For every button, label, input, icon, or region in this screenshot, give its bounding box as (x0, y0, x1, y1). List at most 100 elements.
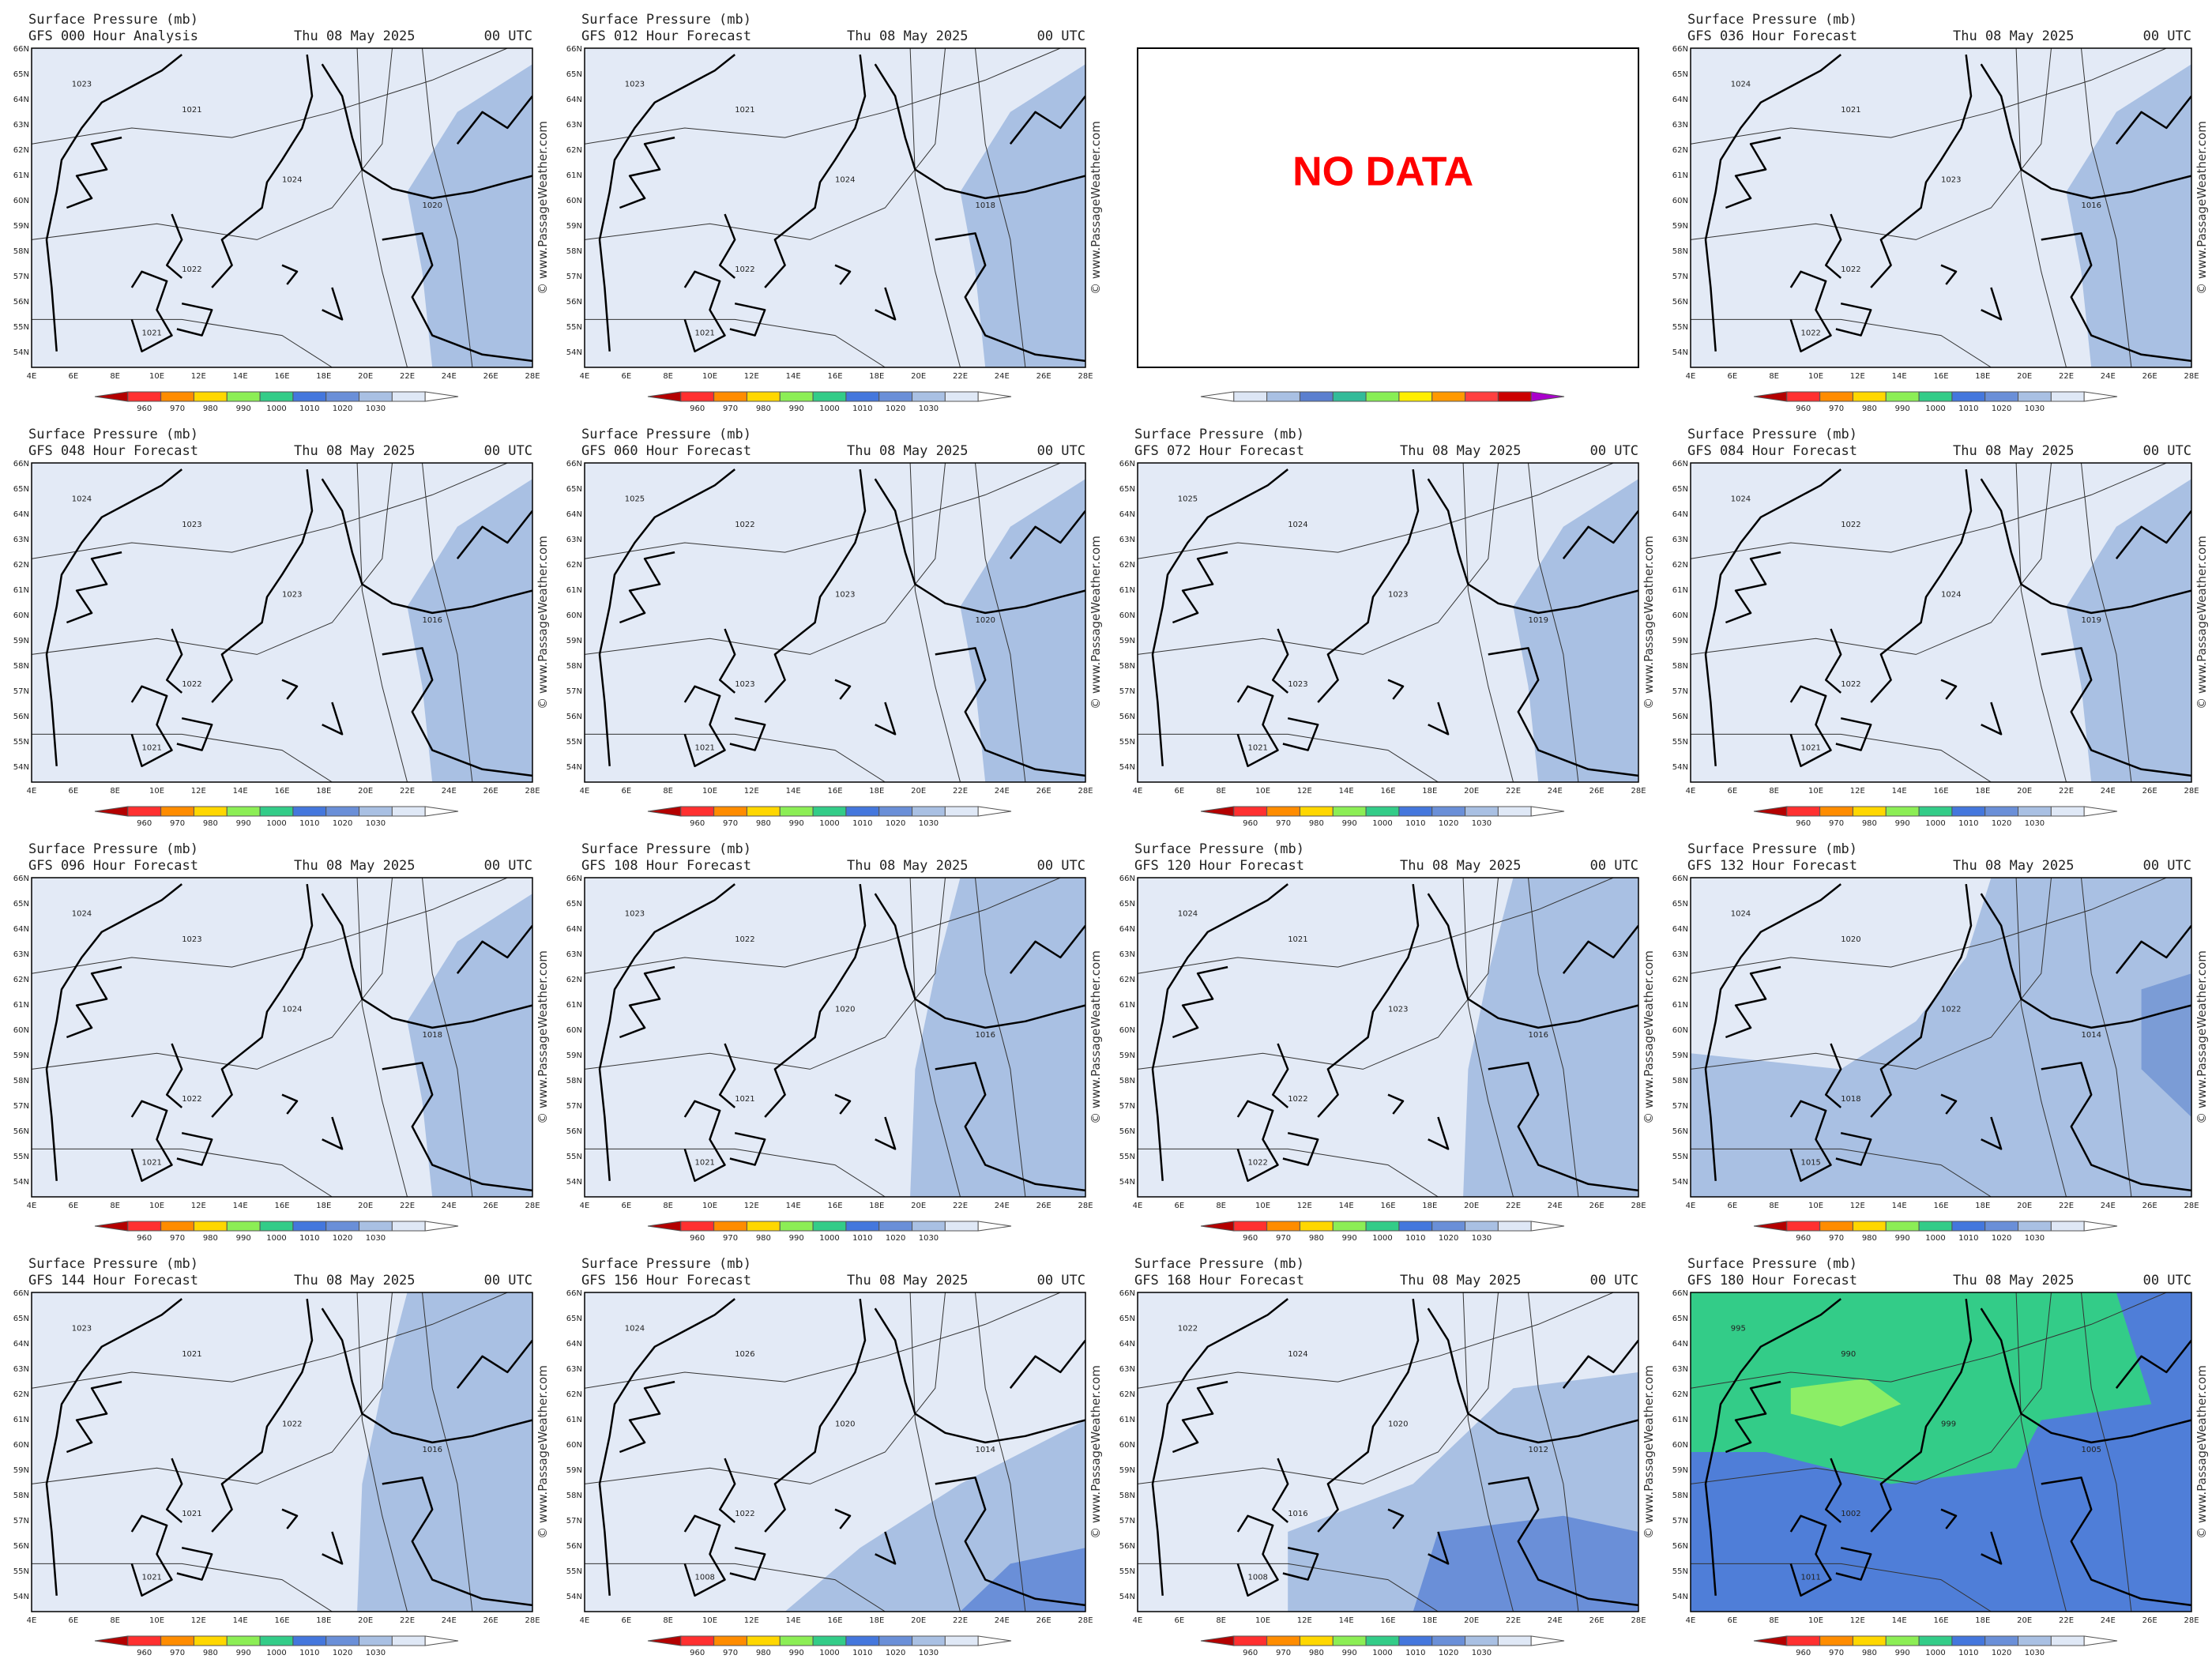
coastline (598, 883, 735, 1181)
panel-time: 00 UTC (2143, 858, 2191, 874)
lat-label: 57N (13, 273, 29, 281)
coastline (1317, 1298, 1420, 1533)
coastline (1317, 468, 1420, 703)
lon-label: 22E (2059, 1616, 2074, 1625)
colorbar-label: 990 (236, 1234, 251, 1243)
lat-label: 59N (1672, 1051, 1688, 1060)
isobar-label: 1020 (1388, 1420, 1408, 1429)
lat-label: 61N (13, 171, 29, 180)
colorbar-label: 1000 (1372, 1234, 1392, 1243)
lat-label: 56N (1672, 298, 1688, 307)
map-layer (1691, 463, 2191, 782)
map-panel: Surface Pressure (mb)GFS 144 Hour Foreca… (13, 1256, 550, 1657)
lat-label: 63N (1672, 1365, 1688, 1374)
isobar-label: 1021 (694, 1159, 714, 1168)
lon-label: 6E (621, 1202, 631, 1210)
panel-time: 00 UTC (1037, 28, 1085, 44)
coastline (834, 264, 852, 285)
colorbar-segment (1465, 1221, 1499, 1232)
isobar (1691, 1563, 1992, 1612)
lon-label: 12E (191, 372, 206, 381)
coastline (764, 54, 867, 288)
isobar-label: 1023 (182, 935, 201, 944)
lon-label: 22E (2059, 787, 2074, 796)
colorbar-segment (713, 1221, 747, 1232)
lon-label: 26E (2142, 1616, 2157, 1625)
colorbar-segment (2083, 806, 2118, 817)
coastline (1824, 213, 1842, 279)
coastline (1151, 1298, 1288, 1596)
coastline (598, 468, 735, 766)
lon-label: 6E (621, 1616, 631, 1625)
isobar-label: 1023 (1388, 591, 1408, 600)
colorbar-segment (1918, 1635, 1953, 1646)
colorbar-segment (944, 806, 979, 817)
coastline (66, 551, 122, 624)
lat-label: 64N (1672, 1340, 1688, 1349)
colorbar-segment (1786, 806, 1821, 817)
isobar-label: 990 (1841, 1350, 1856, 1359)
isobar-label: 1022 (1941, 1006, 1961, 1014)
isobar (356, 48, 408, 367)
isobar-label: 1014 (976, 1446, 995, 1454)
lat-label: 60N (566, 1026, 582, 1035)
watermark: © www.PassageWeather.com (1642, 950, 1656, 1124)
isobar (585, 463, 946, 655)
panel-title: Surface Pressure (mb) (581, 841, 751, 857)
colorbar-label: 1000 (1925, 404, 1945, 413)
colorbar-label: 1030 (1472, 1649, 1492, 1657)
panel-date: Thu 08 May 2025 (1400, 1273, 1522, 1288)
colorbar-label: 1030 (1472, 1234, 1492, 1243)
pressure-shade (960, 479, 1085, 782)
isobar (1138, 1148, 1439, 1197)
colorbar-label: 980 (203, 1234, 218, 1243)
lon-label: 26E (1036, 787, 1051, 796)
lat-label: 58N (13, 1492, 29, 1500)
isobar (32, 1563, 333, 1612)
map-frame (1137, 1292, 1639, 1612)
lat-label: 57N (566, 273, 582, 281)
map-layer (1691, 48, 2191, 367)
isobar-label: 1024 (625, 1324, 645, 1333)
watermark: © www.PassageWeather.com (1642, 536, 1656, 709)
colorbar-segment (713, 806, 747, 817)
colorbar-segment (845, 806, 880, 817)
colorbar-label: 1020 (1439, 819, 1458, 828)
colorbar-segment (1852, 391, 1887, 402)
colorbar-segment (912, 1221, 946, 1232)
coastline (2041, 1477, 2191, 1607)
coastline (1387, 1508, 1405, 1529)
lat-label: 62N (566, 561, 582, 570)
lat-label: 66N (13, 460, 29, 468)
map-layer (32, 1292, 532, 1612)
lat-label: 59N (1672, 1466, 1688, 1475)
colorbar-label: 980 (1309, 1649, 1324, 1657)
lat-label: 55N (13, 323, 29, 332)
map-layer (1138, 878, 1638, 1197)
lon-label: 22E (2059, 1202, 2074, 1210)
lat-label: 56N (1672, 1127, 1688, 1136)
colorbar-segment (779, 806, 814, 817)
colorbar-segment (1398, 806, 1433, 817)
coastline (211, 883, 314, 1118)
isobar (1138, 463, 1499, 655)
coastline (176, 302, 213, 337)
lon-label: 14E (233, 1616, 248, 1625)
lon-label: 20E (911, 1202, 926, 1210)
colorbar-label: 970 (723, 404, 738, 413)
isobar-label: 1021 (141, 329, 161, 338)
coastline (1980, 478, 2191, 615)
lat-label: 61N (1119, 1416, 1135, 1424)
lon-label: 26E (1036, 372, 1051, 381)
pressure-shade (407, 893, 532, 1197)
colorbar-segment (1497, 1635, 1532, 1646)
isobar (1138, 1292, 1614, 1389)
coastline (1704, 1298, 1841, 1596)
lat-label: 56N (1119, 1542, 1135, 1551)
lon-label: 22E (953, 1202, 968, 1210)
lon-label: 20E (2017, 372, 2032, 381)
lon-label: 18E (1422, 1616, 1437, 1625)
coastline (1870, 1298, 1973, 1533)
colorbar-label: 980 (756, 1234, 771, 1243)
colorbar-segment (647, 806, 682, 817)
